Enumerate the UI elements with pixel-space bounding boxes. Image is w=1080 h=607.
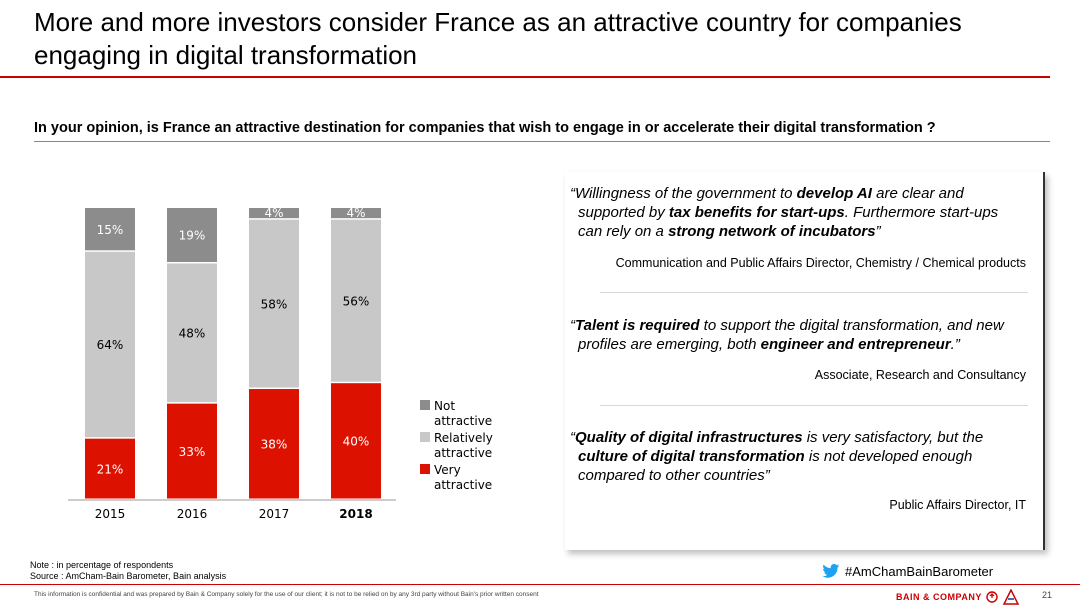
slide-title-line2: engaging in digital transformation [34,40,418,70]
bar-2018-relatively-attractive [331,219,381,382]
legend-label-not-attractive-0: Not [434,399,455,413]
quote-emphasis: Talent is required [575,317,700,334]
source-text: Source : AmCham-Bain Barometer, Bain ana… [30,571,227,581]
bar-2017-not-attractive [249,208,299,219]
quote-text: supported by [578,204,669,221]
bain-logo-icon [986,591,998,603]
value-label-2018-not-attractive: 4% [346,206,365,220]
twitter-bird-icon [822,564,840,578]
value-label-2015-not-attractive: 15% [97,223,124,237]
legend-label-very-attractive-1: attractive [434,478,492,492]
value-label-2016-not-attractive: 19% [179,229,206,243]
quote-2: “Talent is required to support the digit… [570,316,1030,354]
question-divider [34,141,1050,142]
quote-author-1: Communication and Public Affairs Directo… [615,256,1026,270]
footer-divider [0,584,1080,585]
bar-2016-not-attractive [167,208,217,262]
quote-separator [600,405,1028,406]
amcham-logo-icon [1002,589,1020,605]
quote-line: “Quality of digital infrastructures is v… [570,428,1030,447]
bar-2017-relatively-attractive [249,219,299,388]
bar-2016-very-attractive [167,403,217,499]
value-label-2017-very-attractive: 38% [261,438,288,452]
hashtag[interactable]: #AmChamBainBarometer [822,564,993,579]
value-label-2016-relatively-attractive: 48% [179,327,206,341]
quote-line: profiles are emerging, both engineer and… [570,335,1030,354]
value-label-2015-relatively-attractive: 64% [97,338,124,352]
quote-emphasis: Quality of digital infrastructures [575,429,803,446]
legend-label-very-attractive-0: Very [434,463,461,477]
quote-text: “Willingness of the government to [570,185,797,202]
quote-emphasis: culture of digital transformation [578,448,805,465]
quote-line: can rely on a strong network of incubato… [570,222,1030,241]
disclaimer: This information is confidential and was… [34,591,539,598]
x-tick-label-2018: 2018 [339,507,372,521]
quote-line: supported by tax benefits for start-ups.… [570,203,1030,222]
value-label-2018-relatively-attractive: 56% [343,294,370,308]
legend-label-not-attractive-1: attractive [434,414,492,428]
quote-text: .” [950,336,960,353]
quote-line: “Willingness of the government to develo… [570,184,1030,203]
stacked-bar-chart: 21% 64% 15% 2015 33% 48% 19% 2016 38% 58% 4% 2017 40… [68,206,493,521]
quote-author-3: Public Affairs Director, IT [889,498,1026,512]
bar-2016-relatively-attractive [167,263,217,403]
quote-text: compared to other countries” [578,467,770,484]
brand: BAIN & COMPANY [896,589,1020,605]
legend-label-relatively-attractive-1: attractive [434,446,492,460]
bar-2018-not-attractive [331,208,381,219]
quote-author-2: Associate, Research and Consultancy [814,368,1026,382]
quote-1: “Willingness of the government to develo… [570,184,1030,241]
quote-emphasis: strong network of incubators [668,223,876,240]
quote-line: “Talent is required to support the digit… [570,316,1030,335]
value-label-2015-very-attractive: 21% [97,462,124,476]
bar-2015-not-attractive [85,208,135,251]
legend-label-relatively-attractive-0: Relatively [434,431,493,445]
legend-swatch-not-attractive [420,400,430,410]
value-label-2017-not-attractive: 4% [264,206,283,220]
quote-text: are clear and [871,185,964,202]
quote-emphasis: tax benefits for start-ups [668,204,845,221]
quote-text: is very satisfactory, but the [802,429,984,446]
quote-text: is not developed enough [804,448,973,465]
value-label-2016-very-attractive: 33% [179,445,206,459]
value-label-2018-very-attractive: 40% [343,435,370,449]
quote-text: to support the digital transformation, a… [699,317,1004,334]
quote-separator [600,292,1028,293]
slide-title-line1: More and more investors consider France … [34,7,962,37]
bar-2018-very-attractive [331,383,381,499]
survey-question: In your opinion, is France an attractive… [34,120,936,136]
quote-line: compared to other countries” [570,466,1030,485]
title-divider [0,76,1050,78]
quote-text: ” [875,223,881,240]
bar-2015-relatively-attractive [85,251,135,438]
note-text: Note : in percentage of respondents [30,560,174,570]
quote-text: “ [570,317,575,334]
bar-2017-very-attractive [249,389,299,499]
quote-panel [565,172,1045,550]
x-tick-label-2015: 2015 [95,507,126,521]
quote-emphasis: develop AI [796,185,872,202]
quote-line: culture of digital transformation is not… [570,447,1030,466]
page-number: 21 [1042,590,1053,600]
x-tick-label-2016: 2016 [177,507,208,521]
quote-emphasis: engineer and entrepreneur [760,336,951,353]
value-label-2017-relatively-attractive: 58% [261,297,288,311]
hashtag-text: #AmChamBainBarometer [845,564,994,579]
quote-text: . Furthermore start-ups [844,204,999,221]
legend-swatch-relatively-attractive [420,432,430,442]
quote-3: “Quality of digital infrastructures is v… [570,428,1030,485]
slide-title: More and more investors consider France … [34,6,1054,72]
bar-2015-very-attractive [85,438,135,499]
footnote: Note : in percentage of respondents Sour… [30,560,226,582]
quote-text: can rely on a [578,223,669,240]
x-tick-label-2017: 2017 [259,507,290,521]
quote-text: “ [570,429,575,446]
quote-text: profiles are emerging, both [578,336,761,353]
brand-name: BAIN & COMPANY [896,592,982,602]
legend-swatch-very-attractive [420,464,430,474]
